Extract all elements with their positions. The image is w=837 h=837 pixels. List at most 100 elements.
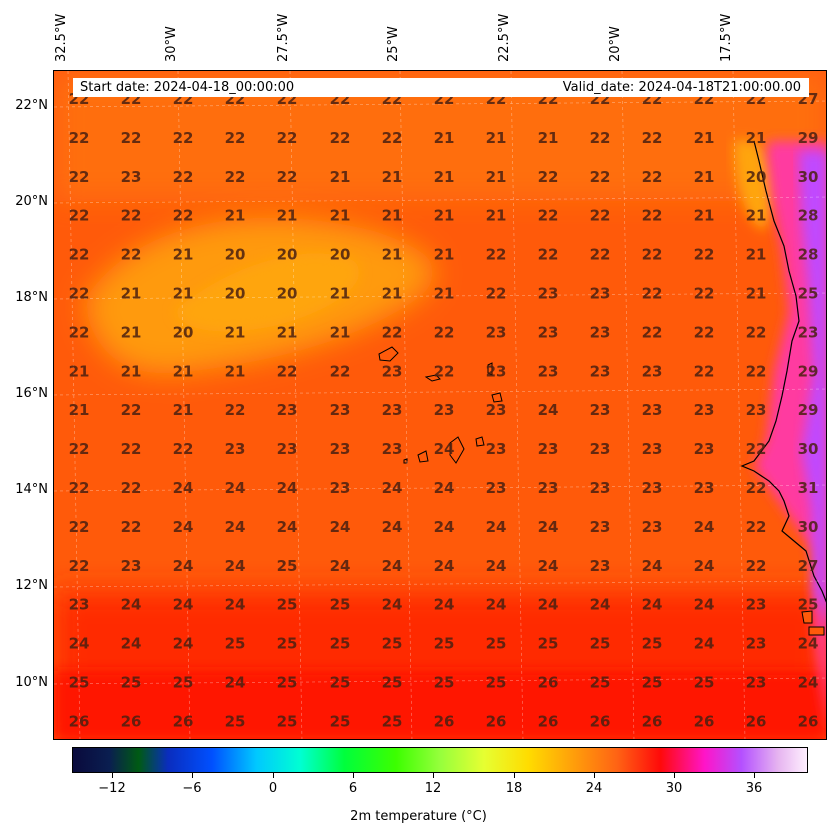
temperature-value: 23 <box>746 596 767 614</box>
colorbar-tick <box>273 773 274 778</box>
temperature-value: 22 <box>590 207 611 225</box>
temperature-value: 25 <box>277 712 298 730</box>
temperature-value: 21 <box>434 285 455 303</box>
temperature-value: 24 <box>694 518 715 536</box>
temperature-value: 21 <box>121 362 142 380</box>
temperature-value: 24 <box>225 557 246 575</box>
temperature-value: 23 <box>746 635 767 653</box>
temperature-value: 23 <box>642 479 663 497</box>
temperature-value: 24 <box>382 518 403 536</box>
temperature-value: 23 <box>590 323 611 341</box>
temperature-value: 22 <box>382 129 403 147</box>
temperature-value: 24 <box>486 596 507 614</box>
temperature-value: 22 <box>69 246 90 264</box>
temperature-value: 23 <box>590 362 611 380</box>
temperature-value: 22 <box>486 246 507 264</box>
temperature-value: 22 <box>277 168 298 186</box>
island-brava <box>403 458 408 464</box>
temperature-value: 23 <box>798 323 819 341</box>
start-date-label: Start date: 2024-04-18_00:00:00 <box>80 80 295 95</box>
temperature-value: 24 <box>486 518 507 536</box>
temperature-value: 25 <box>798 596 819 614</box>
temperature-value: 21 <box>225 323 246 341</box>
temperature-value: 25 <box>173 674 194 692</box>
temperature-value: 22 <box>69 479 90 497</box>
longitude-label: 25°W <box>386 26 401 62</box>
temperature-value: 22 <box>694 323 715 341</box>
temperature-value: 22 <box>590 129 611 147</box>
temperature-value: 22 <box>173 440 194 458</box>
temperature-value: 23 <box>694 479 715 497</box>
temperature-value: 24 <box>538 596 559 614</box>
temperature-value: 22 <box>69 168 90 186</box>
island-maio <box>475 436 485 447</box>
temperature-value: 23 <box>642 440 663 458</box>
latitude-label: 22°N <box>15 98 48 113</box>
temperature-value: 21 <box>330 323 351 341</box>
african-coastline <box>740 140 826 603</box>
temperature-value: 23 <box>486 401 507 419</box>
temperature-value: 22 <box>590 168 611 186</box>
colorbar-tick-label: 36 <box>745 781 763 796</box>
temperature-value: 22 <box>538 207 559 225</box>
temperature-value: 22 <box>694 285 715 303</box>
temperature-value: 21 <box>746 129 767 147</box>
temperature-value: 24 <box>173 596 194 614</box>
temperature-value: 29 <box>798 129 819 147</box>
temperature-value: 22 <box>69 285 90 303</box>
temperature-value: 21 <box>382 168 403 186</box>
temperature-value: 25 <box>330 635 351 653</box>
colorbar-tick <box>754 773 755 778</box>
temperature-value: 23 <box>642 518 663 536</box>
temperature-value: 30 <box>798 518 819 536</box>
temperature-value: 22 <box>121 246 142 264</box>
temperature-value: 21 <box>382 285 403 303</box>
temperature-value: 22 <box>642 246 663 264</box>
temperature-value: 26 <box>642 712 663 730</box>
temperature-value: 24 <box>538 518 559 536</box>
temperature-value: 23 <box>538 362 559 380</box>
temperature-value: 24 <box>69 635 90 653</box>
temperature-value: 22 <box>69 518 90 536</box>
temperature-value: 20 <box>225 246 246 264</box>
temperature-value: 24 <box>434 596 455 614</box>
temperature-value: 21 <box>486 207 507 225</box>
temperature-value: 22 <box>538 246 559 264</box>
temperature-value: 21 <box>382 207 403 225</box>
temperature-value: 22 <box>69 207 90 225</box>
temperature-value: 23 <box>277 401 298 419</box>
temperature-value: 22 <box>173 168 194 186</box>
temperature-value: 24 <box>590 596 611 614</box>
land-hot <box>754 141 826 719</box>
warm-band-far-south <box>54 671 826 739</box>
temperature-value: 24 <box>434 557 455 575</box>
temperature-value: 22 <box>121 401 142 419</box>
temperature-value: 22 <box>746 362 767 380</box>
temperature-value: 22 <box>225 168 246 186</box>
temperature-value: 22 <box>173 129 194 147</box>
temperature-value: 24 <box>225 596 246 614</box>
temperature-value: 23 <box>486 440 507 458</box>
temperature-value: 24 <box>694 635 715 653</box>
temperature-value: 23 <box>330 479 351 497</box>
temperature-value: 24 <box>173 479 194 497</box>
temperature-value: 31 <box>798 479 819 497</box>
temperature-value: 21 <box>330 207 351 225</box>
temperature-value: 21 <box>538 129 559 147</box>
colorbar-tick <box>514 773 515 778</box>
temperature-value: 24 <box>330 557 351 575</box>
temperature-value: 22 <box>69 323 90 341</box>
temperature-map[interactable]: 22 22 22 22 22 22 22 22 22 22 22 22 22 22 27 22 22 22 22 22… <box>53 70 827 740</box>
temperature-value: 22 <box>694 246 715 264</box>
temperature-value: 25 <box>486 635 507 653</box>
temperature-value: 24 <box>225 479 246 497</box>
temperature-value: 23 <box>486 323 507 341</box>
temperature-value: 24 <box>277 518 298 536</box>
temperature-value: 23 <box>590 401 611 419</box>
temperature-value: 23 <box>538 479 559 497</box>
temperature-value: 26 <box>121 712 142 730</box>
temperature-value: 22 <box>434 362 455 380</box>
temperature-value: 23 <box>590 440 611 458</box>
temperature-value: 23 <box>694 401 715 419</box>
colorbar-tick <box>353 773 354 778</box>
